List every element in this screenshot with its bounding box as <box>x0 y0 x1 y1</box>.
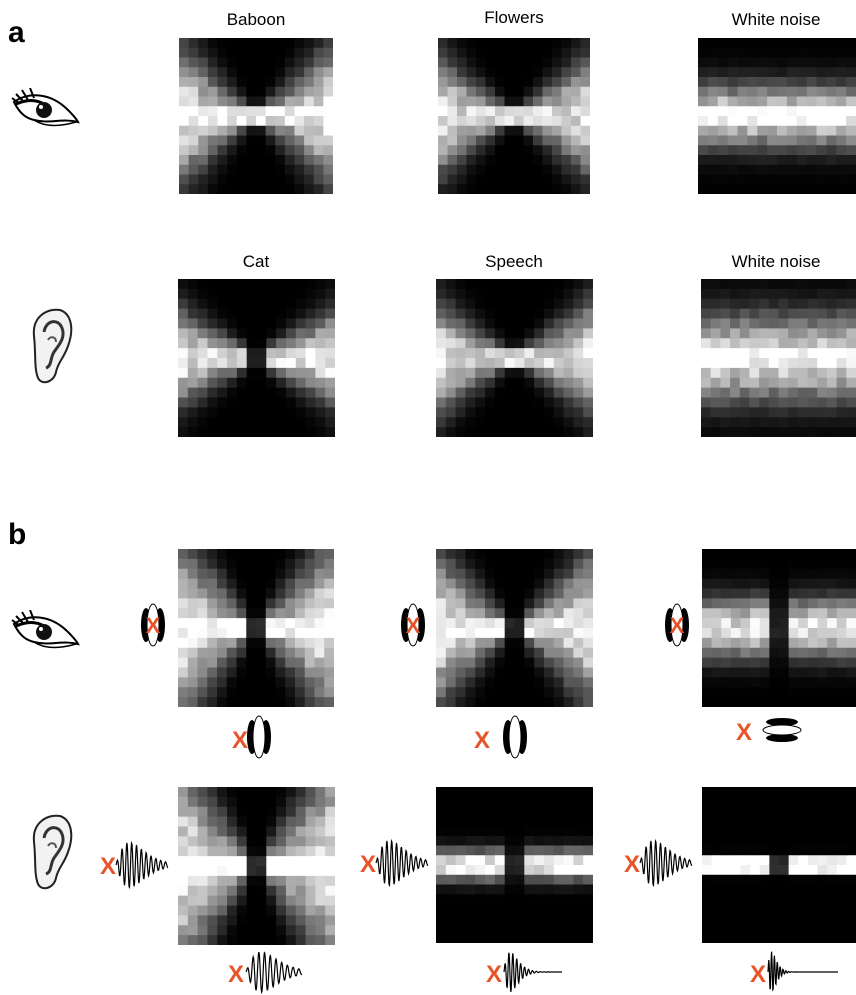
heatmap-cat <box>178 279 335 437</box>
wavelet-trace <box>767 951 838 992</box>
x-marker: X <box>750 961 766 988</box>
heatmap-white-noise-auditory <box>701 279 856 437</box>
panel-a-label: a <box>8 16 25 49</box>
heatmap-b-visual-3-cells <box>702 549 856 707</box>
heatmap-flowers <box>438 38 590 194</box>
x-marker: X <box>474 727 490 754</box>
gabor-filter-icon: X <box>141 603 165 647</box>
heatmap-b-auditory-1-cells <box>178 787 335 945</box>
panel-b-label: b <box>8 518 27 551</box>
heatmap-b-auditory-2-cells <box>436 787 593 943</box>
heatmap-b-visual-1-cells <box>178 549 334 707</box>
heatmap-b-auditory-3 <box>702 787 856 943</box>
heatmap-baboon <box>179 38 333 194</box>
gabor-filter-icon: X <box>736 718 802 746</box>
ear-icon <box>32 814 73 890</box>
gammatone-wavelet-icon: X <box>624 838 693 888</box>
heatmap-b-visual-1 <box>178 549 334 707</box>
title-white-noise-visual: White noise <box>731 10 821 29</box>
heatmap-b-visual-2 <box>436 549 593 707</box>
title-flowers: Flowers <box>484 8 544 27</box>
heatmap-white-noise-visual-cells <box>698 38 856 194</box>
x-marker: X <box>360 851 376 878</box>
x-marker: X <box>670 613 685 638</box>
x-marker: X <box>736 719 752 746</box>
title-white-noise-auditory: White noise <box>731 252 821 271</box>
heatmap-b-auditory-1 <box>178 787 335 945</box>
x-marker: X <box>100 853 116 880</box>
heatmap-white-noise-visual <box>698 38 856 194</box>
gammatone-wavelet-icon: X <box>360 838 429 888</box>
gammatone-wavelet-icon: X <box>750 951 838 992</box>
x-marker: X <box>406 613 421 638</box>
title-baboon: Baboon <box>226 10 286 29</box>
heatmap-white-noise-auditory-cells <box>701 279 856 437</box>
gabor-filter-icon: X <box>401 603 425 647</box>
heatmap-baboon-cells <box>179 38 333 194</box>
title-speech: Speech <box>485 252 543 271</box>
wavelet-trace <box>503 952 562 993</box>
eye-icon <box>11 88 80 127</box>
wavelet-trace <box>375 838 429 888</box>
gabor-filter-icon: X <box>232 715 271 759</box>
eye-icon <box>11 610 80 649</box>
x-marker: X <box>486 961 502 988</box>
wavelet-trace <box>639 838 693 888</box>
gammatone-wavelet-icon: X <box>100 840 169 890</box>
heatmap-cat-cells <box>178 279 335 437</box>
title-cat: Cat <box>242 252 270 271</box>
x-marker: X <box>232 727 248 754</box>
gabor-filter-icon: X <box>665 603 689 647</box>
gabor-filter-icon: X <box>474 715 527 759</box>
wavelet-trace <box>245 951 303 994</box>
ear-icon <box>32 308 73 384</box>
x-marker: X <box>228 961 244 988</box>
heatmap-b-visual-2-cells <box>436 549 593 707</box>
heatmap-b-auditory-3-cells <box>702 787 856 943</box>
gammatone-wavelet-icon: X <box>228 951 303 994</box>
heatmap-b-visual-3 <box>702 549 856 707</box>
x-marker: X <box>624 851 640 878</box>
wavelet-trace <box>115 840 169 890</box>
gammatone-wavelet-icon: X <box>486 952 562 993</box>
heatmap-speech <box>436 279 593 437</box>
heatmap-speech-cells <box>436 279 593 437</box>
x-marker: X <box>146 613 161 638</box>
heatmap-b-auditory-2 <box>436 787 593 943</box>
heatmap-flowers-cells <box>438 38 590 194</box>
